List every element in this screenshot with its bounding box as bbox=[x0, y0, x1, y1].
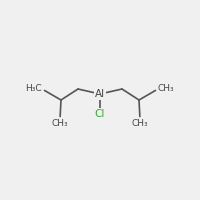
Text: H₃C: H₃C bbox=[25, 84, 42, 93]
Text: Cl: Cl bbox=[95, 109, 105, 119]
Text: Al: Al bbox=[95, 89, 105, 99]
Text: CH₃: CH₃ bbox=[52, 119, 68, 128]
Text: CH₃: CH₃ bbox=[158, 84, 175, 93]
Text: CH₃: CH₃ bbox=[132, 119, 148, 128]
